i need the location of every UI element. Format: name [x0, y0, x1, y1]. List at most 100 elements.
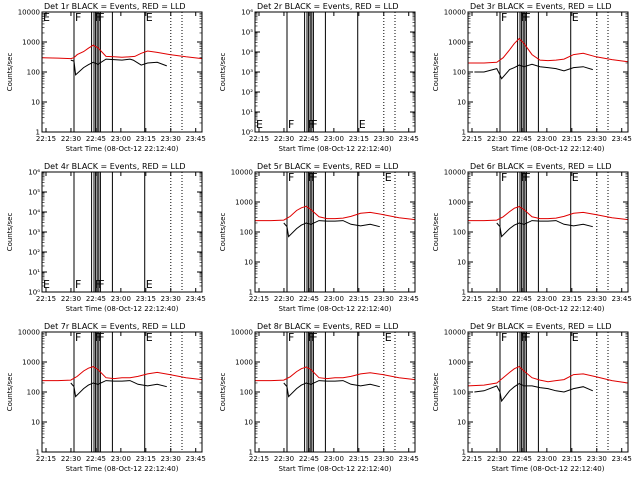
y-tick-label: 10000 [444, 9, 466, 17]
x-tick-label: 23:45 [399, 135, 419, 143]
y-axis-label: Counts/sec [432, 53, 440, 92]
panel-7: Det 7r BLACK = Events, RED = LLD Counts/s… [6, 322, 206, 473]
panel-8: Det 8r BLACK = Events, RED = LLD Counts/s… [219, 322, 419, 473]
y-tick-label: 100 [453, 69, 466, 77]
y-tick-label: 1000 [235, 359, 253, 367]
y-tick-label: 10⁰ [241, 129, 253, 137]
series-lld-line [468, 37, 629, 64]
y-tick-label: 10⁴ [241, 49, 253, 57]
y-axis-label: Counts/sec [432, 373, 440, 412]
x-axis-label: Start Time (08-Oct-12 22:12:40) [66, 145, 179, 153]
y-axis-label: Counts/sec [6, 53, 14, 92]
flag-label: E [146, 11, 153, 24]
flag-label: F [98, 278, 104, 291]
flag-label: F [524, 171, 530, 184]
flag-label: E [43, 278, 50, 291]
x-tick-label: 22:15 [249, 455, 269, 463]
x-tick-label: 22:30 [274, 455, 294, 463]
y-tick-label: 1 [462, 289, 466, 297]
y-tick-label: 10³ [241, 69, 253, 77]
flag-label: F [308, 171, 314, 184]
series-lld-line [468, 206, 629, 222]
x-tick-label: 22:45 [86, 295, 106, 303]
y-tick-label: 10³ [28, 229, 40, 237]
plot-frame [254, 171, 416, 293]
x-tick-label: 23:30 [161, 455, 181, 463]
x-tick-label: 23:30 [161, 135, 181, 143]
y-tick-label: 10000 [18, 9, 40, 17]
x-tick-label: 23:15 [562, 455, 582, 463]
panel-title: Det 4r BLACK = Events, RED = LLD [44, 162, 186, 171]
x-tick-label: 22:30 [61, 455, 81, 463]
panel-title: Det 2r BLACK = Events, RED = LLD [257, 2, 399, 11]
y-tick-label: 10⁶ [28, 169, 40, 177]
panel-title: Det 8r BLACK = Events, RED = LLD [257, 322, 399, 331]
x-tick-label: 22:45 [512, 455, 532, 463]
flag-label: F [75, 11, 81, 24]
y-tick-label: 10 [31, 419, 40, 427]
y-tick-label: 100 [240, 389, 253, 397]
y-tick-label: 10⁶ [241, 9, 253, 17]
flag-label: F [521, 171, 527, 184]
series-events-line [70, 380, 167, 398]
y-tick-label: 10¹ [241, 109, 253, 117]
y-tick-label: 10000 [231, 169, 253, 177]
panel-title: Det 1r BLACK = Events, RED = LLD [44, 2, 186, 11]
series-events-line [283, 220, 380, 238]
flag-label: F [98, 11, 104, 24]
y-tick-label: 1000 [235, 199, 253, 207]
series-events-line [70, 58, 167, 76]
plot-frame [254, 331, 416, 453]
x-axis-label: Start Time (08-Oct-12 22:12:40) [279, 305, 392, 313]
panel-4: Det 4r BLACK = Events, RED = LLD Counts/s… [6, 162, 206, 313]
y-tick-label: 1 [249, 289, 253, 297]
y-tick-label: 10⁵ [28, 189, 40, 197]
flag-label: F [288, 171, 294, 184]
x-tick-label: 22:15 [36, 295, 56, 303]
x-tick-label: 23:00 [324, 135, 344, 143]
y-tick-label: 100 [453, 229, 466, 237]
x-axis-label: Start Time (08-Oct-12 22:12:40) [279, 145, 392, 153]
x-tick-label: 23:00 [111, 135, 131, 143]
x-tick-label: 23:00 [111, 455, 131, 463]
flag-label: F [311, 118, 317, 131]
x-tick-label: 23:15 [562, 135, 582, 143]
plot-frame [41, 331, 203, 453]
x-tick-label: 23:15 [562, 295, 582, 303]
panel-3: Det 3r BLACK = Events, RED = LLD Counts/s… [432, 2, 632, 153]
x-tick-label: 22:45 [299, 455, 319, 463]
series-events-line [474, 63, 593, 80]
flag-label: F [521, 331, 527, 344]
x-tick-label: 22:15 [249, 135, 269, 143]
x-tick-label: 22:45 [86, 455, 106, 463]
x-tick-label: 23:00 [537, 135, 557, 143]
flag-label: F [311, 331, 317, 344]
flag-label: F [75, 278, 81, 291]
y-tick-label: 10² [28, 249, 40, 257]
series-events-line [496, 220, 593, 238]
y-tick-label: 10¹ [28, 269, 40, 277]
x-tick-label: 22:15 [36, 135, 56, 143]
series-lld-line [42, 366, 203, 382]
panel-title: Det 3r BLACK = Events, RED = LLD [470, 2, 612, 11]
x-axis-label: Start Time (08-Oct-12 22:12:40) [492, 465, 605, 473]
panel-6: Det 6r BLACK = Events, RED = LLD Counts/s… [432, 162, 632, 313]
x-tick-label: 23:00 [324, 455, 344, 463]
y-tick-label: 1000 [22, 39, 40, 47]
flag-label: F [524, 11, 530, 24]
x-tick-label: 23:15 [349, 135, 369, 143]
x-tick-label: 22:15 [462, 295, 482, 303]
flag-label: F [308, 118, 314, 131]
x-tick-label: 23:45 [186, 295, 206, 303]
y-tick-label: 100 [27, 389, 40, 397]
flag-label: E [146, 331, 153, 344]
flag-label: E [572, 171, 579, 184]
flag-label: E [359, 118, 366, 131]
x-tick-label: 22:15 [36, 455, 56, 463]
y-tick-label: 10² [241, 89, 253, 97]
x-tick-label: 23:30 [161, 295, 181, 303]
x-tick-label: 23:30 [587, 455, 607, 463]
flag-label: F [95, 331, 101, 344]
x-tick-label: 23:00 [111, 295, 131, 303]
